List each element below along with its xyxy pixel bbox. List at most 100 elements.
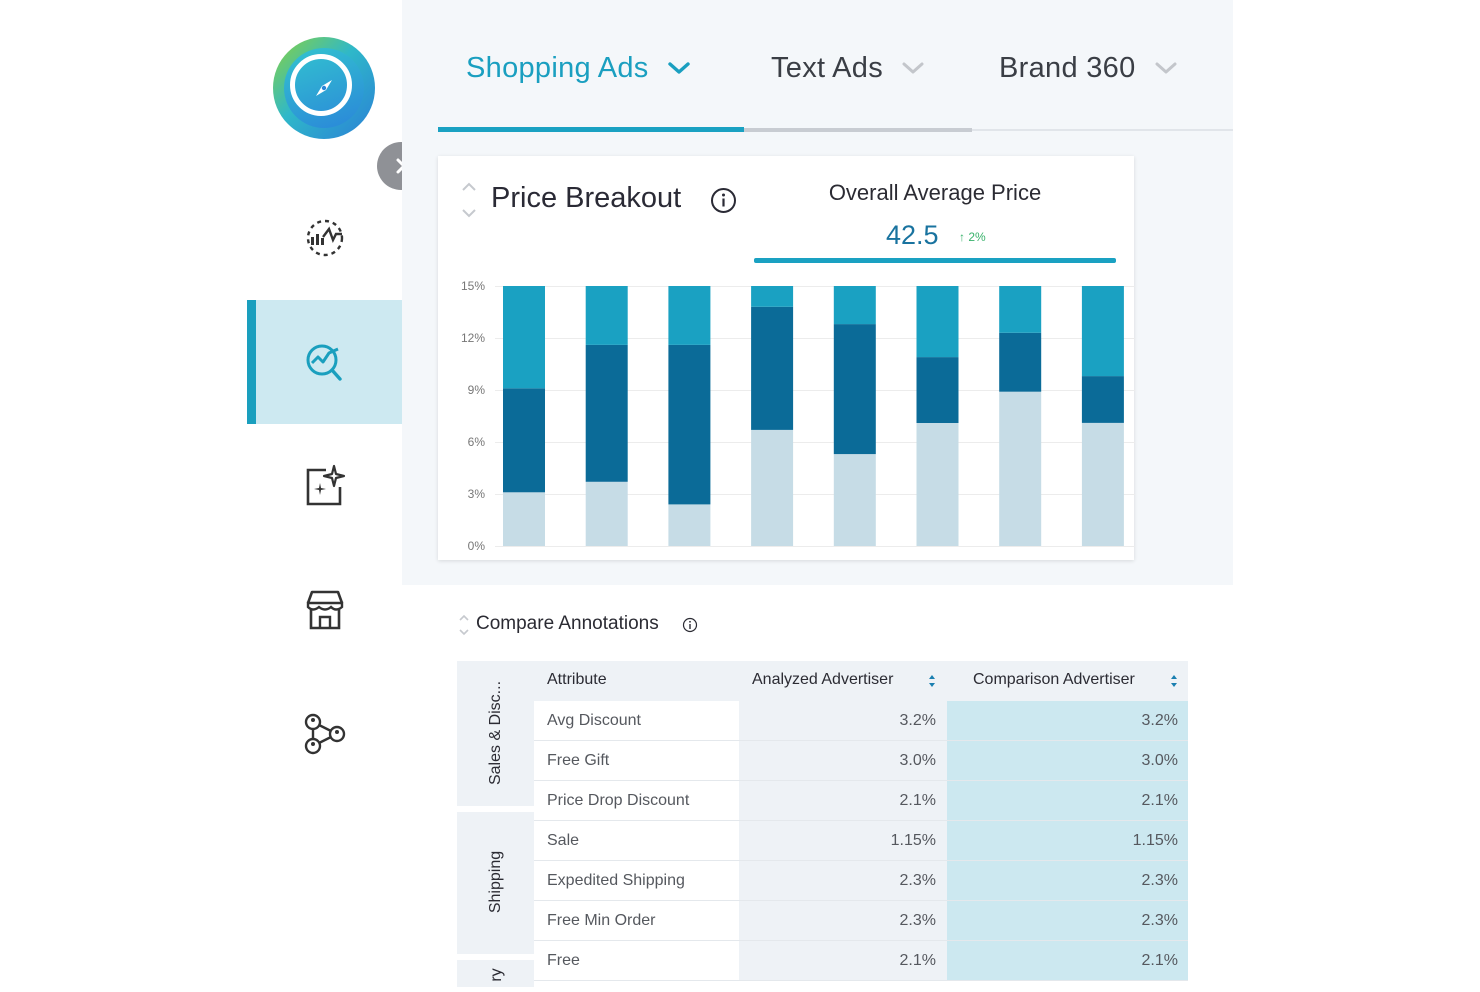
bar-segment[interactable]	[1081, 376, 1124, 423]
bar-segment[interactable]	[916, 422, 959, 546]
grid-line	[495, 494, 1135, 495]
table-header	[457, 661, 1188, 701]
sidebar-item-analytics[interactable]	[247, 176, 402, 300]
price-breakout-title: Price Breakout	[491, 182, 682, 214]
kpi-value: 42.5	[886, 220, 939, 250]
y-tick-label: 9%	[467, 383, 485, 397]
sort-icon[interactable]	[927, 672, 937, 690]
sort-toggle-icon[interactable]	[459, 178, 479, 222]
price-breakout-chart	[503, 286, 1124, 546]
chevron-down-icon	[1154, 60, 1178, 76]
sort-toggle-icon[interactable]	[457, 612, 471, 638]
table-cell-analyzed: 2.3%	[739, 861, 947, 901]
grid-line	[495, 442, 1135, 443]
grid-line	[495, 390, 1135, 391]
bar-segment[interactable]	[751, 306, 794, 430]
bar-segment[interactable]	[503, 388, 545, 493]
search-trend-icon	[306, 344, 342, 381]
sidebar-item-search-trends[interactable]	[247, 300, 402, 424]
header-attribute: Attribute	[547, 671, 607, 688]
bar-segment[interactable]	[503, 286, 545, 389]
table-cell-attribute: Free Min Order	[534, 901, 739, 941]
info-icon[interactable]	[710, 187, 737, 214]
bar-segment[interactable]	[1081, 422, 1124, 546]
bar-segment[interactable]	[668, 286, 711, 345]
bar-segment[interactable]	[585, 286, 628, 345]
y-tick-label: 0%	[467, 539, 485, 553]
y-tick-label: 15%	[460, 279, 485, 293]
group-label: Sales & Disc...	[487, 680, 504, 786]
table-cell-attribute: Sale	[534, 821, 739, 861]
store-icon	[306, 590, 343, 630]
sidebar-item-creative[interactable]	[247, 424, 402, 548]
table-cell-attribute: Free	[534, 941, 739, 981]
kpi-label: Overall Average Price	[828, 180, 1042, 205]
table-cell-analyzed: 2.3%	[739, 901, 947, 941]
header-analyzed-advertiser[interactable]: Analyzed Advertiser	[752, 671, 894, 688]
tab-brand-360[interactable]: Brand 360	[999, 46, 1178, 90]
bar-segment[interactable]	[999, 332, 1042, 392]
bar-segment[interactable]	[585, 481, 628, 546]
table-cell-comparison: 2.1%	[947, 941, 1188, 981]
compass-logo-icon[interactable]	[273, 37, 375, 139]
table-cell-analyzed: 2.1%	[739, 941, 947, 981]
kpi-change-badge: ↑ 2%	[959, 230, 986, 244]
bar-segment[interactable]	[1081, 286, 1124, 377]
bar-segment[interactable]	[833, 286, 876, 325]
sidebar-item-store[interactable]	[247, 548, 402, 672]
y-tick-label: 12%	[460, 331, 485, 345]
network-users-icon	[304, 713, 345, 755]
table-cell-comparison: 2.3%	[947, 861, 1188, 901]
table-cell-analyzed: 3.0%	[739, 741, 947, 781]
grid-line	[495, 338, 1135, 339]
bar-segment[interactable]	[585, 344, 628, 482]
sort-icon[interactable]	[1169, 672, 1179, 690]
kpi-underline	[754, 258, 1116, 263]
tab-label: Brand 360	[999, 51, 1136, 84]
bar-segment[interactable]	[833, 324, 876, 455]
grid-line	[495, 546, 1135, 547]
group-label: Shipping	[487, 850, 504, 914]
analytics-icon	[306, 219, 343, 257]
group-cell-shipping	[457, 812, 534, 954]
sidebar-item-network[interactable]	[247, 672, 402, 796]
tab-label: Shopping Ads	[466, 51, 649, 84]
tab-label: Text Ads	[771, 51, 884, 84]
group-cell-next	[457, 960, 534, 987]
bar-segment[interactable]	[503, 492, 545, 546]
bar-segment[interactable]	[916, 286, 959, 358]
overall-average-price-kpi	[754, 176, 1116, 264]
table-cell-attribute: Free Gift	[534, 741, 739, 781]
grid-line	[495, 286, 1135, 287]
bar-segment[interactable]	[999, 391, 1042, 546]
table-cell-analyzed: 1.15%	[739, 821, 947, 861]
bar-segment[interactable]	[751, 286, 794, 307]
tab-indicator-active	[438, 127, 744, 132]
bar-segment[interactable]	[668, 344, 711, 505]
table-cell-attribute: Expedited Shipping	[534, 861, 739, 901]
tab-shopping-ads[interactable]: Shopping Ads	[466, 46, 691, 90]
tab-indicator-inactive	[744, 128, 972, 132]
table-cell-comparison: 1.15%	[947, 821, 1188, 861]
group-cell-sales-discounts	[457, 701, 534, 806]
table-cell-comparison: 3.0%	[947, 741, 1188, 781]
bar-segment[interactable]	[751, 429, 794, 546]
table-cell-comparison: 2.3%	[947, 901, 1188, 941]
tab-text-ads[interactable]: Text Ads	[771, 46, 925, 90]
header-comparison-advertiser[interactable]: Comparison Advertiser	[973, 671, 1135, 688]
sidebar	[247, 0, 402, 987]
bar-segment[interactable]	[668, 504, 711, 546]
table-cell-analyzed: 3.2%	[739, 701, 947, 741]
table-cell-attribute: Avg Discount	[534, 701, 739, 741]
chevron-down-icon	[667, 60, 691, 76]
table-cell-attribute: Price Drop Discount	[534, 781, 739, 821]
info-icon[interactable]	[682, 617, 698, 633]
ai-sparkle-image-icon	[306, 464, 345, 506]
bar-segment[interactable]	[833, 454, 876, 546]
bar-segment[interactable]	[999, 286, 1042, 333]
y-tick-label: 3%	[467, 487, 485, 501]
table-cell-analyzed: 2.1%	[739, 781, 947, 821]
table-cell-comparison: 2.1%	[947, 781, 1188, 821]
chevron-down-icon	[901, 60, 925, 76]
bar-segment[interactable]	[916, 357, 959, 423]
